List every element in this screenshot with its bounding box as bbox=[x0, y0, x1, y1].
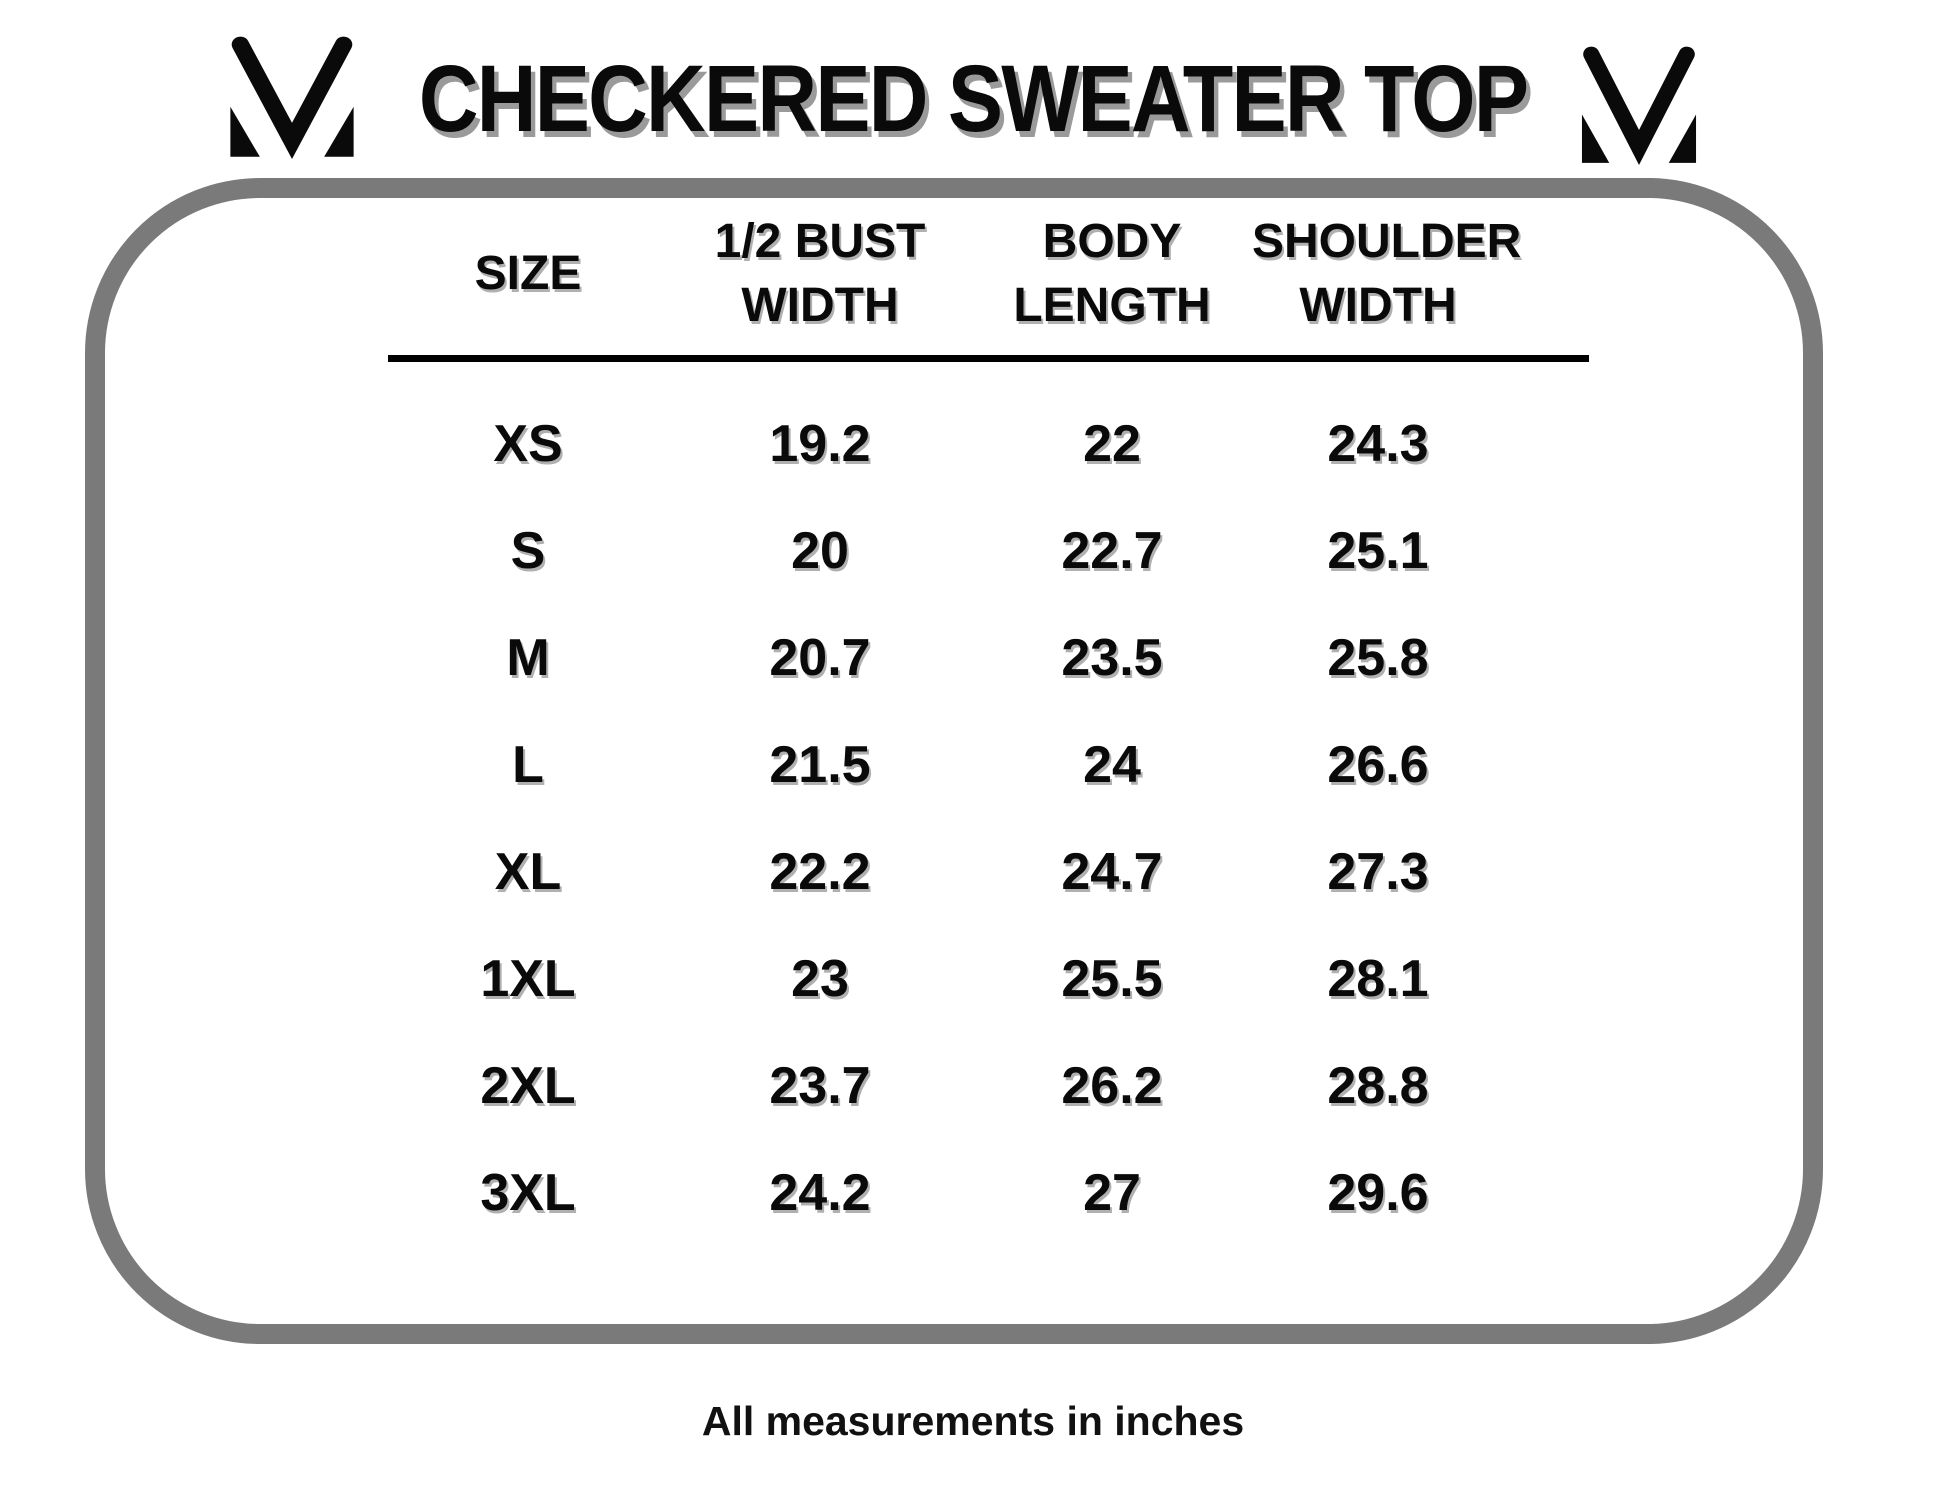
table-row-s: S 20 22.7 25.1 bbox=[388, 497, 1504, 604]
bust-width-value: 23 bbox=[791, 949, 849, 1008]
size-label: 1XL bbox=[480, 949, 576, 1008]
shoulder-width-value: 26.6 bbox=[1327, 735, 1429, 794]
footer-note: All measurements in inches bbox=[701, 1398, 1245, 1444]
body-length-value: 22.7 bbox=[1061, 521, 1163, 580]
shoulder-width-value: 25.1 bbox=[1327, 521, 1429, 580]
table-row-xl: XL 22.2 24.7 27.3 bbox=[388, 818, 1504, 925]
shoulder-width-value: 24.3 bbox=[1327, 414, 1429, 473]
size-label: XS bbox=[493, 414, 563, 473]
size-chart-panel bbox=[85, 178, 1823, 1344]
table-row-2xl: 2XL 23.7 26.2 28.8 bbox=[388, 1032, 1504, 1139]
size-table-header: SIZE 1/2 BUST WIDTH BODY LENGTH SHOULDER… bbox=[388, 208, 1522, 340]
page-title: CHECKERED SWEATER TOP bbox=[0, 52, 1946, 147]
table-row-m: M 20.7 23.5 25.8 bbox=[388, 604, 1504, 711]
column-header-shoulder-width: SHOULDER WIDTH bbox=[1252, 215, 1522, 332]
body-length-value: 27 bbox=[1083, 1163, 1141, 1222]
table-row-1xl: 1XL 23 25.5 28.1 bbox=[388, 925, 1504, 1032]
bust-width-value: 22.2 bbox=[769, 842, 871, 901]
bust-width-value: 19.2 bbox=[769, 414, 871, 473]
size-label: S bbox=[510, 521, 546, 580]
body-length-value: 22 bbox=[1083, 414, 1141, 473]
shoulder-width-value: 25.8 bbox=[1327, 628, 1429, 687]
table-row-3xl: 3XL 24.2 27 29.6 bbox=[388, 1139, 1504, 1246]
table-row-xs: XS 19.2 22 24.3 bbox=[388, 390, 1504, 497]
body-length-value: 24.7 bbox=[1061, 842, 1163, 901]
size-label: 2XL bbox=[480, 1056, 576, 1115]
brand-m-logo-left-icon bbox=[225, 36, 359, 160]
bust-width-value: 21.5 bbox=[769, 735, 871, 794]
bust-width-value: 20 bbox=[791, 521, 849, 580]
shoulder-width-value: 28.8 bbox=[1327, 1056, 1429, 1115]
bust-width-value: 24.2 bbox=[769, 1163, 871, 1222]
column-header-body-length: BODY LENGTH bbox=[1013, 215, 1211, 332]
column-header-size: SIZE bbox=[474, 247, 582, 300]
page-title-text: CHECKERED SWEATER TOP bbox=[418, 46, 1529, 152]
size-label: M bbox=[506, 628, 550, 687]
size-table-body: XS 19.2 22 24.3 S 20 22.7 25.1 M 20.7 23… bbox=[388, 390, 1504, 1246]
table-row-l: L 21.5 24 26.6 bbox=[388, 711, 1504, 818]
body-length-value: 24 bbox=[1083, 735, 1141, 794]
size-label: 3XL bbox=[480, 1163, 576, 1222]
body-length-value: 25.5 bbox=[1061, 949, 1163, 1008]
size-label: XL bbox=[494, 842, 562, 901]
size-label: L bbox=[512, 735, 544, 794]
bust-width-value: 20.7 bbox=[769, 628, 871, 687]
shoulder-width-value: 29.6 bbox=[1327, 1163, 1429, 1222]
bust-width-value: 23.7 bbox=[769, 1056, 871, 1115]
shoulder-width-value: 28.1 bbox=[1327, 949, 1429, 1008]
shoulder-width-value: 27.3 bbox=[1327, 842, 1429, 901]
column-header-bust-width: 1/2 BUST WIDTH bbox=[714, 215, 926, 332]
body-length-value: 26.2 bbox=[1061, 1056, 1163, 1115]
body-length-value: 23.5 bbox=[1061, 628, 1163, 687]
brand-m-logo-right-icon bbox=[1577, 46, 1701, 165]
header-underline bbox=[388, 355, 1589, 362]
